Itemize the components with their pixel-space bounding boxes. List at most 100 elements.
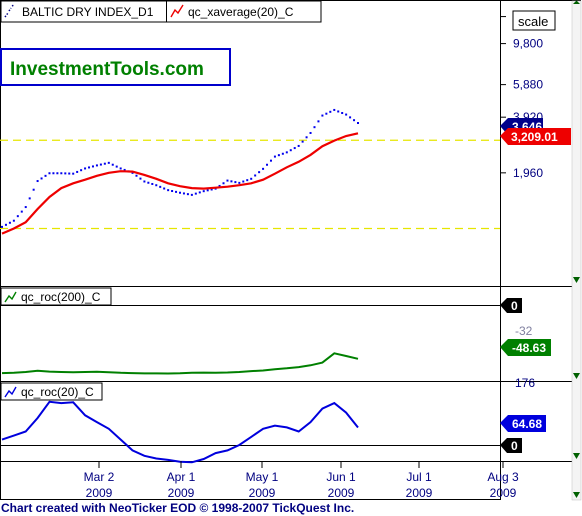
legend-label-xavg: qc_xaverage(20)_C (188, 5, 294, 19)
price-dot (353, 119, 356, 122)
price-dot (167, 189, 170, 192)
strip-arrow-icon[interactable] (573, 277, 580, 283)
roc20-legend[interactable] (0, 382, 103, 401)
price-dot (210, 188, 213, 191)
price-dot (12, 219, 15, 222)
price-dot (20, 210, 23, 213)
price-dot (297, 144, 300, 147)
price-dot (194, 192, 197, 195)
roc20-legend-label: qc_roc(20)_C (21, 385, 94, 399)
price-dot (119, 167, 122, 170)
price-tick-label: 1,960 (513, 166, 543, 180)
price-dot (337, 110, 340, 113)
footer-credit: Chart created with NeoTicker EOD © 1998-… (1, 501, 354, 515)
roc20-zero-badge (500, 438, 522, 453)
price-dot (111, 163, 114, 166)
roc20-tick-label: 176 (515, 376, 535, 390)
time-tick-month: Mar 2 (84, 470, 115, 484)
price-dot (321, 114, 324, 117)
price-dot (202, 190, 205, 193)
price-dot (143, 180, 146, 183)
last-xavg-label: 3,209.01 (511, 130, 558, 144)
reference-lines (0, 139, 500, 230)
price-dot (254, 174, 257, 177)
price-dot (277, 154, 280, 157)
price-dot (333, 108, 336, 111)
price-dot (273, 155, 276, 158)
price-tick-label: 9,800 (513, 37, 543, 51)
price-dot (246, 179, 249, 182)
price-dot (40, 177, 43, 180)
price-dot (16, 215, 19, 218)
roc20-last-label: 64.68 (512, 417, 542, 431)
roc20-last-badge (500, 415, 546, 432)
strip-up-arrow-icon[interactable] (573, 0, 580, 5)
time-tick-month: Apr 1 (167, 470, 196, 484)
price-dot (317, 120, 320, 123)
roc200-zero-badge (500, 298, 522, 313)
price-dot (190, 193, 193, 196)
watermark-box (0, 48, 231, 86)
price-dot (222, 182, 225, 185)
price-dot (163, 187, 166, 190)
price-dot (56, 172, 59, 175)
axis-strip[interactable] (571, 0, 582, 501)
time-tick-year: 2009 (328, 486, 355, 500)
price-dot (147, 181, 150, 184)
price-dot (175, 190, 178, 193)
time-tick-year: 2009 (406, 486, 433, 500)
strip-arrow-icon[interactable] (573, 453, 580, 459)
price-dot (52, 172, 55, 175)
scale-button-label: scale (518, 14, 548, 29)
time-tick-month: Jun 1 (326, 470, 356, 484)
price-dot (28, 197, 31, 200)
price-dot (309, 131, 312, 134)
price-dot (151, 182, 154, 185)
roc200-last-label: -48.63 (512, 341, 546, 355)
dotted-series-icon (4, 4, 15, 18)
strip-arrow-icon[interactable] (573, 492, 580, 498)
price-dot (95, 164, 98, 167)
price-dot (84, 167, 87, 170)
price-dot (349, 116, 352, 119)
line-series-icon (170, 4, 184, 18)
time-tick-year: 2009 (168, 486, 195, 500)
price-dot (4, 223, 7, 226)
roc200-tick-label: -32 (515, 324, 533, 338)
price-dot (131, 171, 134, 174)
time-tick-year: 2009 (490, 486, 517, 500)
price-dot (103, 162, 106, 165)
price-dot (91, 165, 94, 168)
time-tick-month: Jul 1 (406, 470, 432, 484)
roc20-line (1, 400, 359, 464)
price-dot (135, 174, 138, 177)
price-dot (159, 185, 162, 188)
price-tick-label: 5,880 (513, 78, 543, 92)
line-series-icon (4, 291, 17, 303)
price-dot (107, 161, 110, 164)
price-dot (32, 188, 35, 191)
price-dot (206, 189, 209, 192)
price-dot (36, 180, 39, 183)
time-tick-year: 2009 (249, 486, 276, 500)
strip-arrow-icon[interactable] (573, 373, 580, 379)
price-dot (269, 159, 272, 162)
scale-button[interactable] (512, 10, 556, 31)
price-dot (313, 126, 316, 129)
price-dot (155, 184, 158, 187)
price-dot (72, 172, 75, 175)
time-tick-year: 2009 (86, 486, 113, 500)
legend-item-xavg[interactable]: qc_xaverage(20)_C (170, 4, 294, 19)
roc200-legend-label: qc_roc(200)_C (21, 290, 101, 304)
price-dot (329, 110, 332, 113)
xaverage-line (1, 132, 359, 235)
price-dot (115, 165, 118, 168)
roc20-zero-label: 0 (511, 439, 518, 453)
price-dot (186, 193, 189, 196)
price-dot (60, 172, 63, 175)
price-dot (301, 140, 304, 143)
legend-item-baltic[interactable]: BALTIC DRY INDEX_D1 (4, 4, 154, 19)
price-dot (76, 170, 79, 173)
price-dot (258, 171, 261, 174)
price-dot (345, 113, 348, 116)
